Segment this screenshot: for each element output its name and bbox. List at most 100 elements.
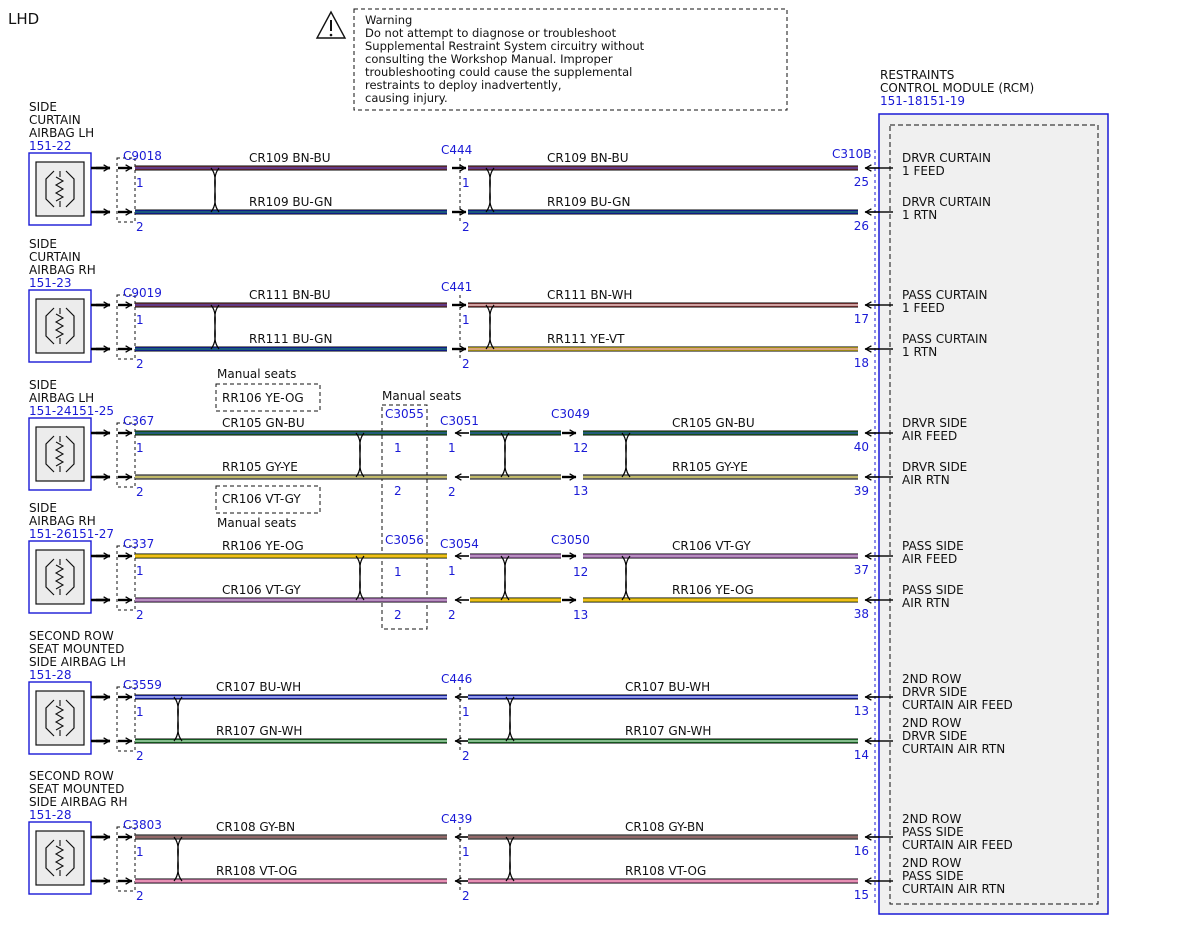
rcm-function-label: 2ND ROW <box>902 716 961 730</box>
pin-number: 2 <box>136 485 144 499</box>
device-connector-label: C9019 <box>123 286 162 300</box>
rcm-function-label: 1 RTN <box>902 345 937 359</box>
rcm-pin-number: 13 <box>854 704 869 718</box>
circuit-label: CR108 GY-BN <box>625 820 704 834</box>
rcm-function-label: PASS SIDE <box>902 869 964 883</box>
rcm-pin-number: 18 <box>854 356 869 370</box>
rcm-function-label: DRVR SIDE <box>902 460 967 474</box>
pin-number: 1 <box>136 176 144 190</box>
rcm-function-label: 1 FEED <box>902 301 945 315</box>
device-ref: 151-23 <box>29 276 72 290</box>
pin-number: 2 <box>136 889 144 903</box>
pin-number: 1 <box>448 564 456 578</box>
warning-line: troubleshooting could cause the suppleme… <box>365 65 632 79</box>
pin-number: 1 <box>136 313 144 327</box>
airbag-squib-icon-body <box>35 690 85 746</box>
circuit-label: CR106 VT-GY <box>672 539 751 553</box>
device-name-line: AIRBAG LH <box>29 391 94 405</box>
twisted-pair-mark <box>621 555 631 601</box>
device-ref: 151-28 <box>29 808 72 822</box>
circuit-label: RR105 GY-YE <box>222 460 298 474</box>
device-name-line: SEAT MOUNTED <box>29 782 124 796</box>
pin-number: 12 <box>573 565 588 579</box>
airbag-squib-icon <box>35 830 85 886</box>
pin-number: 2 <box>462 749 470 763</box>
device-name-line: SECOND ROW <box>29 769 114 783</box>
twisted-pair-mark <box>485 167 495 213</box>
rcm-function-label: AIR FEED <box>902 429 957 443</box>
airbag-squib-icon-body <box>35 549 85 605</box>
airbag-squib-icon-shape <box>45 435 55 473</box>
rcm-ref: 151-18151-19 <box>880 94 965 108</box>
circuit-label: RR111 YE-VT <box>547 332 625 346</box>
twisted-pair-mark <box>173 836 183 882</box>
circuit-label: CR111 BN-BU <box>249 288 331 302</box>
warning-line: restraints to deploy inadvertently, <box>365 78 562 92</box>
circuit-label: RR108 VT-OG <box>216 864 297 878</box>
rcm-pin-number: 14 <box>854 748 869 762</box>
connector-c3050-label: C3050 <box>551 533 590 547</box>
circuit-label: CR108 GY-BN <box>216 820 295 834</box>
rcm-function-label: AIR RTN <box>902 473 950 487</box>
airbag-squib-icon-element <box>54 845 65 871</box>
manual-seats-option: RR106 YE-OG <box>222 391 304 405</box>
circuit-label: CR105 GN-BU <box>222 416 305 430</box>
circuit-label: CR106 VT-GY <box>222 583 301 597</box>
airbag-squib-icon <box>35 161 85 217</box>
twisted-pair-mark <box>173 696 183 742</box>
warning-line: Do not attempt to diagnose or troublesho… <box>365 26 617 40</box>
device-name-line: AIRBAG RH <box>29 263 96 277</box>
mid-connector-label: C444 <box>441 143 472 157</box>
circuit-label: RR111 BU-GN <box>249 332 332 346</box>
twisted-pair-mark <box>210 304 220 350</box>
device-name-line: SECOND ROW <box>29 629 114 643</box>
pin-number: 1 <box>136 845 144 859</box>
rcm-function-label: DRVR SIDE <box>902 729 967 743</box>
manual-seats-options: Manual seats RR106 YE-OG CR106 VT-GY Man… <box>215 367 461 630</box>
device-connector-label: C3803 <box>123 818 162 832</box>
rcm-function-label: PASS CURTAIN <box>902 288 987 302</box>
rcm-function-label: 1 RTN <box>902 208 937 222</box>
circuit-label: RR106 YE-OG <box>672 583 754 597</box>
rcm-pin-number: 37 <box>854 563 869 577</box>
pin-number: 2 <box>462 889 470 903</box>
warning-line: Warning <box>365 13 412 27</box>
airbag-squib-icon-body <box>35 161 85 217</box>
circuit-label: CR109 BN-BU <box>547 151 629 165</box>
rcm-name-line: CONTROL MODULE (RCM) <box>880 81 1034 95</box>
pin-number: 1 <box>448 441 456 455</box>
rcm-function-label: CURTAIN AIR RTN <box>902 882 1005 896</box>
rcm-function-label: PASS CURTAIN <box>902 332 987 346</box>
warning-line: consulting the Workshop Manual. Improper <box>365 52 613 66</box>
manual-seats-label: Manual seats <box>217 516 296 530</box>
airbag-squib-icon-shape <box>45 170 55 208</box>
device-ref: 151-24151-25 <box>29 404 114 418</box>
airbag-squib-icon-element <box>54 705 65 731</box>
twisted-pair-mark <box>355 432 365 478</box>
device-name-line: CURTAIN <box>29 113 81 127</box>
pin-number: 2 <box>136 608 144 622</box>
rcm-function-label: PASS SIDE <box>902 539 964 553</box>
mid-connector-label: C441 <box>441 280 472 294</box>
airbag-squib-icon-shape <box>65 307 75 345</box>
pin-number: 2 <box>448 608 456 622</box>
device-name-line: SIDE <box>29 378 57 392</box>
airbag-squib-icon-element <box>54 441 65 467</box>
device-name-line: SEAT MOUNTED <box>29 642 124 656</box>
pin-number: 1 <box>394 565 402 579</box>
circuit-label: RR109 BU-GN <box>249 195 332 209</box>
rcm-module: RESTRAINTS CONTROL MODULE (RCM) 151-1815… <box>832 68 1109 915</box>
twisted-pair-mark <box>485 304 495 350</box>
airbag-squib-icon <box>35 426 85 482</box>
connector-box <box>116 294 136 360</box>
twisted-pair-mark <box>505 696 515 742</box>
connector-box <box>116 545 136 611</box>
airbag-squib-icon-shape <box>65 558 75 596</box>
airbag-squib-icon-shape <box>65 435 75 473</box>
rcm-pin-number: 40 <box>854 440 869 454</box>
rcm-function-label: DRVR CURTAIN <box>902 151 991 165</box>
pin-number: 1 <box>136 441 144 455</box>
circuit-label: CR111 BN-WH <box>547 288 632 302</box>
